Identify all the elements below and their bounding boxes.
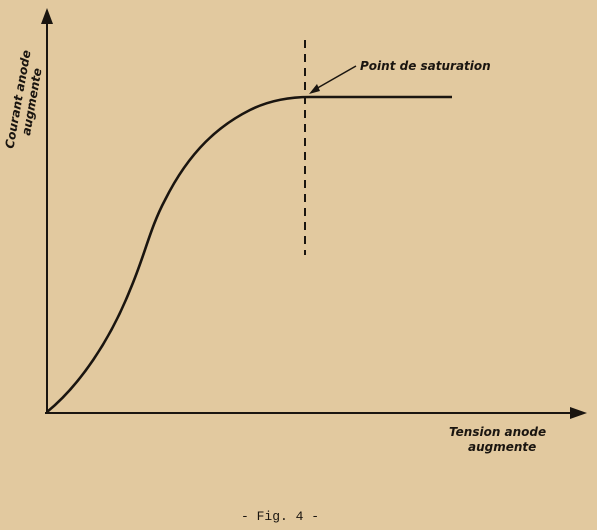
x-axis-arrow: [570, 407, 587, 419]
x-axis-label-line: augmente: [468, 440, 536, 454]
y-axis-arrow: [41, 8, 53, 24]
caption: - Fig. 4 -: [241, 509, 319, 524]
annotation-arrowhead: [309, 84, 320, 94]
x-axis-label-line: Tension anode: [449, 425, 546, 439]
annotation: Point de saturation: [360, 59, 491, 73]
characteristic-curve: [46, 95, 452, 414]
annotation-arrow: [313, 65, 357, 91]
